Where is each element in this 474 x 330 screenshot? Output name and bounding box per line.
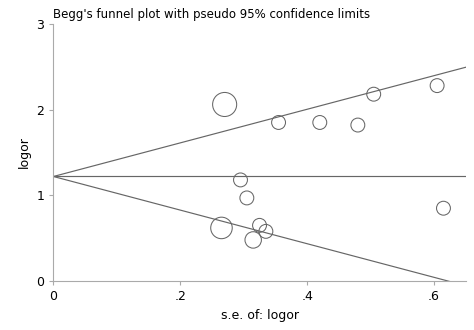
Point xyxy=(354,122,362,128)
Point xyxy=(440,206,447,211)
X-axis label: s.e. of: logor: s.e. of: logor xyxy=(220,309,299,322)
Point xyxy=(221,102,228,107)
Point xyxy=(275,120,283,125)
Point xyxy=(237,177,244,182)
Point xyxy=(370,91,377,97)
Point xyxy=(243,195,251,201)
Point xyxy=(262,229,270,234)
Point xyxy=(316,120,324,125)
Text: Begg's funnel plot with pseudo 95% confidence limits: Begg's funnel plot with pseudo 95% confi… xyxy=(54,8,371,21)
Y-axis label: logor: logor xyxy=(18,137,31,168)
Point xyxy=(218,225,225,231)
Point xyxy=(249,237,257,243)
Point xyxy=(433,83,441,88)
Point xyxy=(256,223,264,228)
